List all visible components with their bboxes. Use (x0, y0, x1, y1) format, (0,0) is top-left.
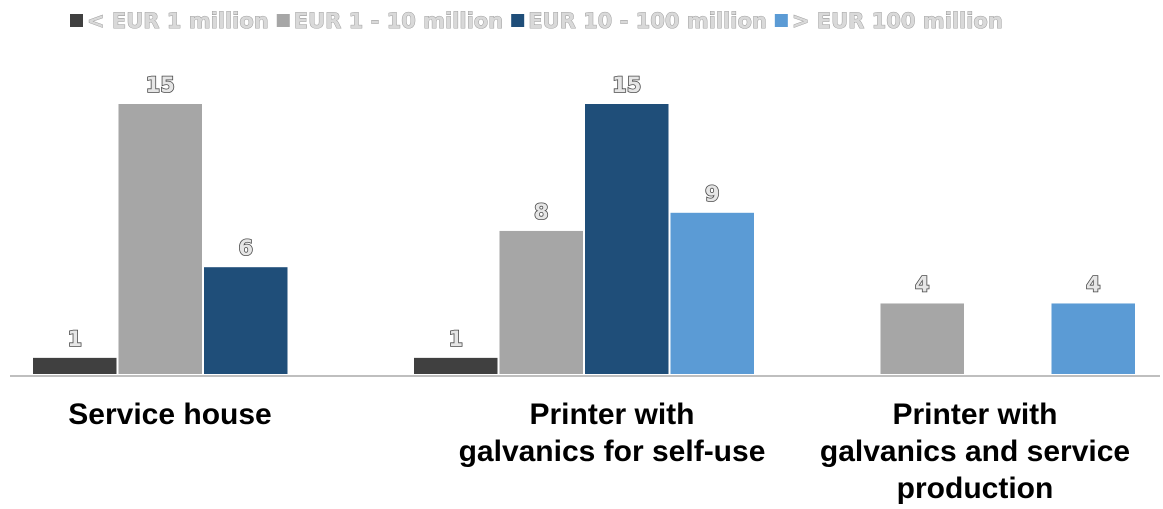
data-label-eur-1-10-million-cat-2: 8 (534, 200, 549, 224)
legend-label-eur-100-million: > EUR 100 million (792, 9, 1003, 33)
bar-eur-10-100-million-cat-1 (202, 265, 290, 377)
data-label-eur-1-10-million-cat-3: 4 (915, 272, 930, 296)
category-label-2-line-1: Printer with (529, 398, 694, 431)
legend-label-eur-1-million: < EUR 1 million (87, 9, 269, 33)
chart-category-labels: Service house Printer with galvanics for s… (68, 398, 1130, 505)
chart-value-labels: 1 15 6 1 8 15 9 4 4 (67, 72, 1102, 351)
bar-eur-100-million-cat-2 (668, 210, 756, 376)
bar-eur-10-100-million-cat-2 (583, 102, 671, 376)
legend-swatch-eur-10-100-million (511, 14, 525, 27)
legend-item-eur-1-10-million: EUR 1 - 10 million (276, 9, 504, 33)
legend-label-eur-1-10-million: EUR 1 - 10 million (294, 9, 503, 33)
bar-eur-1-10-million-cat-3 (878, 301, 966, 377)
bar-eur-100-million-cat-3 (1049, 301, 1137, 377)
category-label-2: Printer with galvanics for self-use (459, 398, 766, 468)
bar-eur-1-10-million-cat-2 (497, 228, 585, 376)
legend-item-eur-100-million: > EUR 100 million (774, 9, 1003, 33)
bar-eur-1-million-cat-2 (412, 355, 500, 377)
data-label-eur-10-100-million-cat-1: 6 (238, 236, 253, 260)
data-label-eur-10-100-million-cat-2: 15 (612, 73, 641, 97)
bar-eur-1-10-million-cat-1 (116, 102, 204, 376)
legend-item-eur-10-100-million: EUR 10 - 100 million (511, 9, 767, 33)
category-label-1-line-1: Service house (68, 398, 271, 431)
category-label-1: Service house (68, 398, 271, 431)
category-label-3-line-2: galvanics and service (820, 435, 1130, 468)
legend-label-eur-10-100-million: EUR 10 - 100 million (528, 9, 767, 33)
data-label-eur-1-million-cat-2: 1 (448, 327, 463, 351)
category-label-3-line-3: production (897, 472, 1054, 505)
data-label-eur-1-10-million-cat-1: 15 (146, 73, 175, 97)
legend-swatch-eur-1-million (70, 14, 83, 27)
data-label-eur-100-million-cat-3: 4 (1086, 272, 1101, 296)
category-label-3-line-1: Printer with (892, 398, 1057, 431)
chart-legend: < EUR 1 million EUR 1 - 10 million EUR 10 … (70, 9, 1003, 33)
legend-swatch-eur-1-10-million (276, 14, 290, 27)
data-label-eur-100-million-cat-2: 9 (705, 182, 720, 206)
legend-swatch-eur-100-million (774, 14, 788, 27)
legend-item-eur-1-million: < EUR 1 million (70, 9, 269, 33)
chart-bars (31, 102, 1137, 377)
category-label-3: Printer with galvanics and service product… (820, 398, 1130, 505)
data-label-eur-1-million-cat-1: 1 (67, 327, 82, 351)
bar-eur-1-million-cat-1 (31, 355, 119, 377)
category-label-2-line-2: galvanics for self-use (459, 435, 766, 468)
